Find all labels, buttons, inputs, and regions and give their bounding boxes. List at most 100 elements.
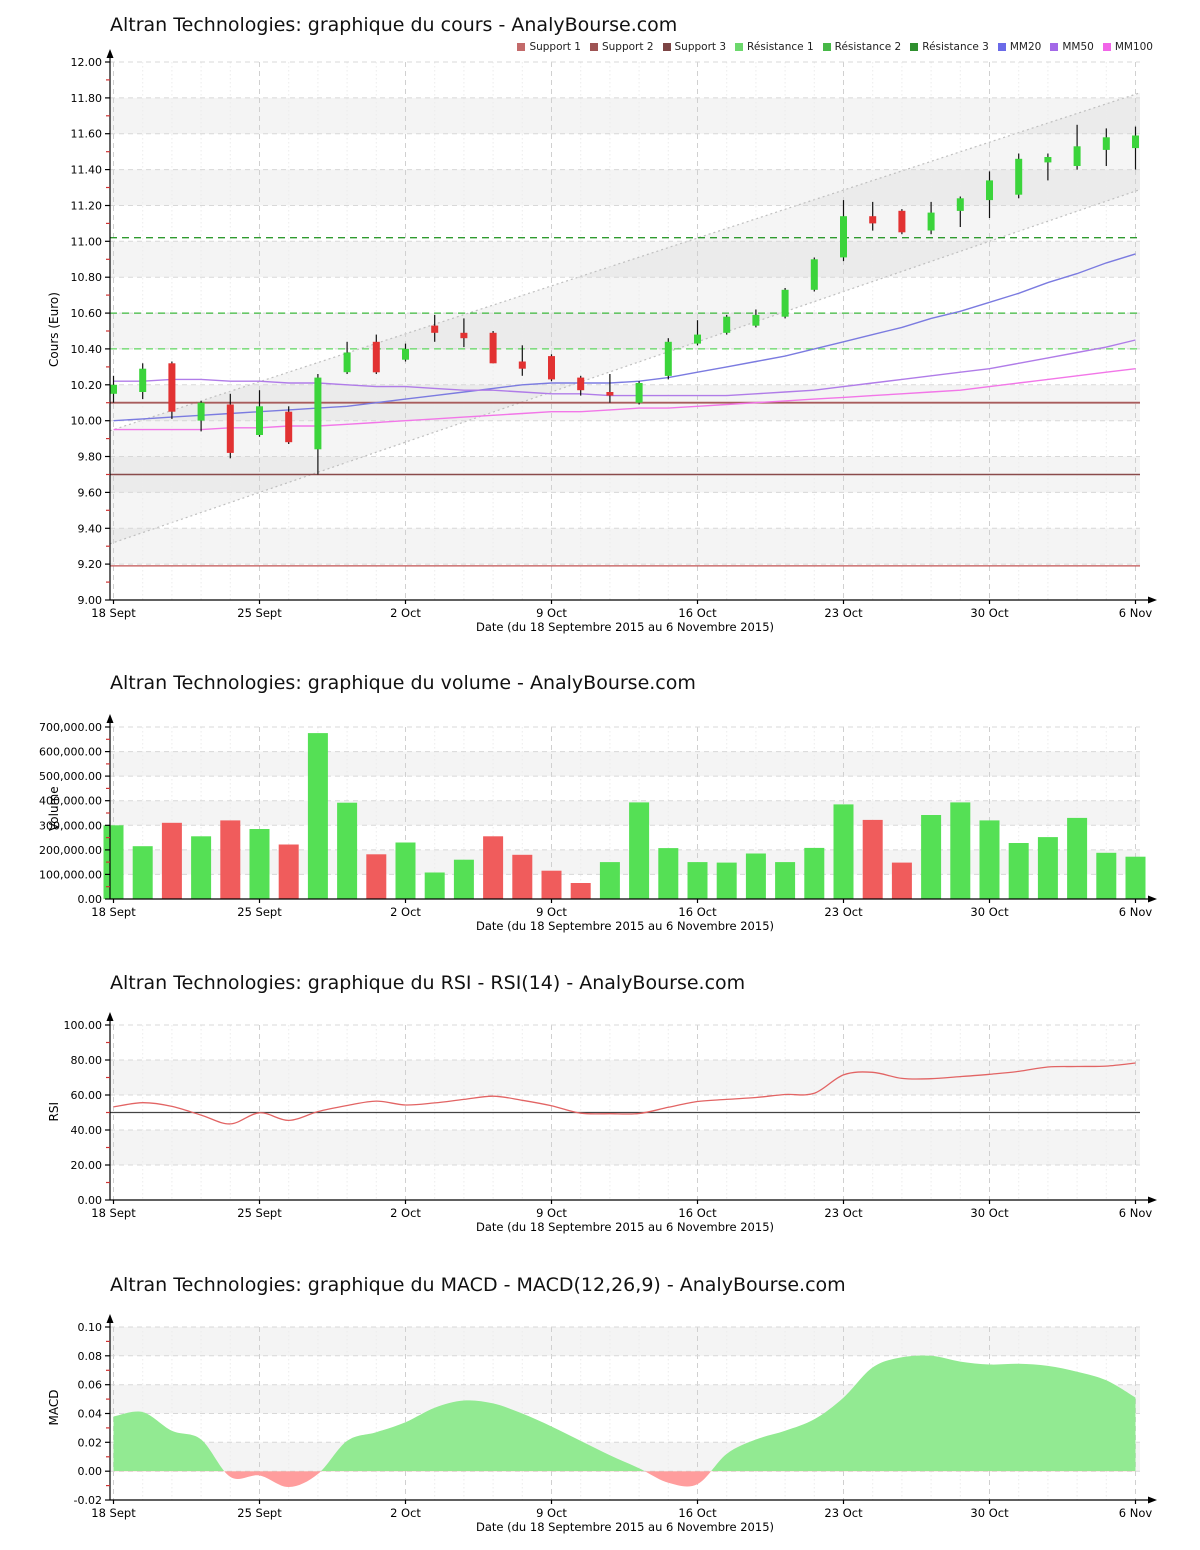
legend-label: MM20 bbox=[1009, 41, 1042, 53]
volume-bar bbox=[775, 862, 796, 899]
candle bbox=[402, 348, 409, 360]
candle bbox=[197, 402, 205, 421]
candle bbox=[256, 406, 263, 435]
legend-item: MM100 bbox=[1102, 41, 1153, 53]
svg-text:16 Oct: 16 Oct bbox=[678, 1506, 717, 1520]
svg-text:0.06: 0.06 bbox=[78, 1379, 103, 1392]
legend-item: MM20 bbox=[997, 41, 1042, 53]
y-axis-arrow-icon bbox=[106, 1012, 114, 1021]
svg-text:2 Oct: 2 Oct bbox=[390, 905, 421, 919]
volume-bar bbox=[483, 836, 504, 899]
svg-text:11.00: 11.00 bbox=[71, 235, 103, 248]
svg-text:18 Sept: 18 Sept bbox=[91, 1506, 136, 1520]
svg-text:18 Sept: 18 Sept bbox=[91, 1206, 136, 1220]
svg-text:0.04: 0.04 bbox=[78, 1408, 103, 1421]
y-axis-arrow-icon bbox=[106, 714, 114, 723]
svg-text:0.00: 0.00 bbox=[78, 1465, 103, 1478]
axes: 0.00 20.00 40.00 60.00 80.00 100.00 18 Sept 25 … bbox=[47, 1012, 1157, 1234]
volume-bar bbox=[950, 802, 971, 899]
volume-chart-title: Altran Technologies: graphique du volume… bbox=[110, 672, 696, 694]
candle bbox=[781, 289, 789, 317]
volume-bar bbox=[541, 870, 562, 899]
candle bbox=[285, 411, 293, 443]
legend-item: MM50 bbox=[1050, 41, 1094, 53]
horizontal-gridlines bbox=[110, 61, 1140, 565]
candle bbox=[723, 316, 731, 333]
svg-text:700,000.00: 700,000.00 bbox=[39, 721, 102, 734]
svg-text:25 Sept: 25 Sept bbox=[237, 1206, 282, 1220]
svg-text:30 Oct: 30 Oct bbox=[970, 1506, 1009, 1520]
legend-swatch-icon bbox=[662, 43, 671, 51]
candle bbox=[226, 404, 234, 453]
volume-bar bbox=[1125, 856, 1146, 899]
volume-bar bbox=[453, 859, 474, 899]
svg-text:10.00: 10.00 bbox=[71, 415, 103, 428]
svg-text:MACD: MACD bbox=[47, 1390, 61, 1426]
svg-text:60.00: 60.00 bbox=[71, 1089, 103, 1102]
volume-bar bbox=[161, 822, 182, 899]
volume-bar bbox=[804, 847, 825, 899]
svg-text:16 Oct: 16 Oct bbox=[678, 606, 717, 620]
legend-item: Résistance 1 bbox=[735, 41, 814, 53]
volume-bar bbox=[1067, 817, 1088, 899]
x-axis-arrow-icon bbox=[1148, 596, 1157, 604]
legend-label: Support 1 bbox=[529, 41, 581, 53]
area-chart-plot: -0.02 0.00 0.02 0.04 0.06 0.08 0.10 18 Sept 25 S… bbox=[47, 1314, 1157, 1534]
svg-text:16 Oct: 16 Oct bbox=[678, 1206, 717, 1220]
price-chart-title: Altran Technologies: graphique du cours … bbox=[110, 14, 678, 36]
svg-text:Date (du 18 Septembre 2015 au: Date (du 18 Septembre 2015 au 6 Novembre… bbox=[476, 620, 774, 634]
x-axis-arrow-icon bbox=[1148, 1196, 1157, 1204]
legend-swatch-icon bbox=[735, 43, 744, 51]
volume-bar bbox=[687, 862, 708, 899]
legend-label: MM100 bbox=[1114, 41, 1153, 53]
svg-text:Volume: Volume bbox=[47, 786, 61, 831]
svg-text:6 Nov: 6 Nov bbox=[1119, 1506, 1153, 1520]
volume-bar bbox=[337, 802, 358, 899]
svg-text:80.00: 80.00 bbox=[71, 1054, 103, 1067]
volume-bar bbox=[395, 842, 416, 899]
mm100-line bbox=[113, 368, 1136, 431]
candle bbox=[1044, 157, 1052, 163]
svg-text:Date (du 18 Septembre 2015 au: Date (du 18 Septembre 2015 au 6 Novembre… bbox=[476, 1220, 774, 1234]
bar-chart-plot: 0.00 100,000.00 200,000.00 300,000.00 400,00… bbox=[39, 714, 1157, 933]
svg-text:Cours (Euro): Cours (Euro) bbox=[47, 292, 61, 367]
svg-text:10.80: 10.80 bbox=[71, 271, 103, 284]
svg-text:9.20: 9.20 bbox=[78, 558, 103, 571]
vertical-gridlines bbox=[113, 727, 1136, 899]
svg-text:30 Oct: 30 Oct bbox=[970, 1206, 1009, 1220]
candle bbox=[840, 216, 847, 258]
volume-bar bbox=[132, 846, 153, 899]
y-axis-arrow-icon bbox=[106, 49, 114, 58]
volume-bar bbox=[103, 825, 124, 899]
svg-text:11.80: 11.80 bbox=[71, 92, 103, 105]
candle bbox=[489, 332, 497, 364]
svg-text:100.00: 100.00 bbox=[64, 1019, 103, 1032]
candlestick-chart-plot: 9.00 9.20 9.40 9.60 9.80 10.00 10.20 10.40 10.60… bbox=[47, 49, 1157, 634]
legend-swatch-icon bbox=[517, 43, 526, 51]
volume-bars bbox=[103, 733, 1146, 899]
volume-bar bbox=[366, 854, 387, 899]
rsi-line bbox=[113, 1062, 1136, 1125]
svg-text:25 Sept: 25 Sept bbox=[237, 905, 282, 919]
svg-text:11.60: 11.60 bbox=[71, 128, 103, 141]
candle bbox=[694, 334, 701, 344]
legend-item: Résistance 3 bbox=[910, 41, 989, 53]
candle bbox=[1015, 158, 1023, 195]
volume-bar bbox=[570, 883, 591, 899]
volume-bar bbox=[191, 836, 212, 899]
svg-text:40.00: 40.00 bbox=[71, 1124, 103, 1137]
legend-item: Support 1 bbox=[517, 41, 581, 53]
x-axis-arrow-icon bbox=[1148, 895, 1157, 903]
svg-text:10.60: 10.60 bbox=[71, 307, 103, 320]
candle bbox=[314, 377, 322, 450]
background-bands bbox=[110, 1060, 1140, 1165]
svg-text:9 Oct: 9 Oct bbox=[536, 905, 567, 919]
volume-bar bbox=[745, 853, 766, 899]
svg-text:30 Oct: 30 Oct bbox=[970, 606, 1009, 620]
candle bbox=[1132, 135, 1139, 149]
candle bbox=[752, 314, 760, 326]
svg-text:11.40: 11.40 bbox=[71, 164, 103, 177]
svg-text:25 Sept: 25 Sept bbox=[237, 1506, 282, 1520]
mm20-line bbox=[113, 253, 1136, 422]
